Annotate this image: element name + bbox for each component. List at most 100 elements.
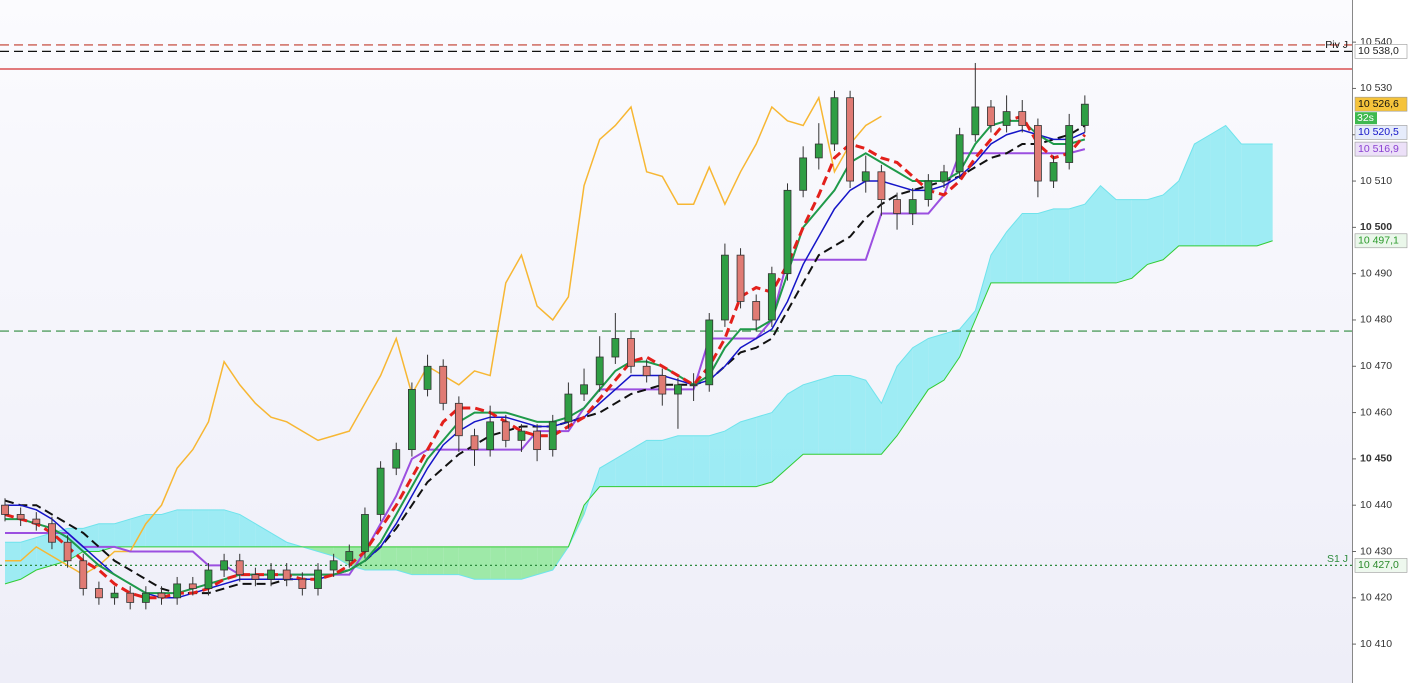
- cloud-fill: [1163, 181, 1179, 260]
- cloud-fill: [98, 523, 115, 552]
- candle-body: [893, 199, 901, 214]
- candle-body: [955, 134, 964, 173]
- indicator-line: [5, 119, 1086, 595]
- price-label: 10 516,9: [1358, 143, 1399, 155]
- candle-body: [486, 421, 495, 451]
- indicator-line: [5, 129, 1086, 599]
- cloud-fill: [771, 394, 788, 483]
- candle-body: [454, 402, 463, 437]
- cloud-fill: [959, 310, 976, 358]
- candle-body: [16, 514, 25, 520]
- candle-body: [110, 592, 119, 599]
- candle-body: [361, 514, 369, 552]
- candle-body: [157, 592, 166, 599]
- price-label-box: [1354, 233, 1408, 249]
- candle-body: [658, 375, 667, 395]
- y-tick-label: 10 490: [1360, 267, 1392, 279]
- candle-body: [564, 393, 573, 423]
- candle-body: [501, 421, 510, 441]
- cloud-fill: [975, 255, 991, 320]
- candle-body: [924, 180, 933, 200]
- candle-body: [298, 578, 307, 589]
- candle-body: [204, 569, 213, 589]
- price-label-box: [1354, 141, 1408, 157]
- indicator-line: [5, 148, 1086, 576]
- cloud-fill: [490, 546, 506, 580]
- price-label: 10 520,5: [1358, 126, 1399, 138]
- candle-body: [595, 356, 604, 386]
- cloud-fill: [787, 384, 804, 469]
- cloud-fill: [145, 514, 162, 547]
- candle-body: [1065, 125, 1074, 163]
- cloud-fill: [1037, 208, 1054, 283]
- candle-body: [251, 574, 260, 580]
- cloud-fill: [427, 546, 444, 575]
- candle-body: [627, 338, 635, 367]
- cloud-fill: [631, 440, 647, 487]
- candle-body: [908, 199, 917, 214]
- cloud-fill: [192, 509, 209, 547]
- candle-body: [392, 449, 401, 469]
- candle-body: [1002, 111, 1011, 126]
- candle-body: [314, 569, 322, 589]
- candle-body: [721, 254, 729, 321]
- candle-body: [282, 569, 291, 580]
- cloud-fill: [677, 435, 694, 487]
- candle-body: [846, 97, 854, 182]
- candle-body: [580, 384, 588, 395]
- candle-body: [1, 504, 9, 515]
- candle-body: [329, 560, 338, 571]
- candle-body: [376, 467, 385, 515]
- y-tick-label: 10 420: [1360, 592, 1392, 604]
- y-tick-label: 10 500: [1360, 221, 1392, 233]
- candle-body: [173, 583, 182, 599]
- cloud-fill: [474, 546, 491, 580]
- candle-body: [767, 273, 776, 321]
- cloud-fill: [881, 366, 898, 455]
- cloud-fill: [1100, 185, 1117, 283]
- cloud-fill: [850, 375, 866, 455]
- candle-body: [1018, 111, 1027, 126]
- candle-body: [95, 588, 103, 599]
- price-label: 10 427,0: [1358, 559, 1399, 571]
- indicator-line: [4, 114, 1086, 600]
- cloud-fill: [599, 458, 616, 487]
- cloud-fill: [114, 519, 131, 547]
- cloud-fill: [411, 546, 428, 575]
- cloud-fill: [364, 546, 381, 571]
- cloud-fill: [990, 231, 1007, 283]
- cloud-fill: [1006, 213, 1023, 283]
- price-label-box: [1354, 125, 1408, 140]
- candle-body: [220, 560, 229, 571]
- price-label-box: [1354, 44, 1408, 59]
- candle-body: [705, 319, 714, 386]
- candle-body: [517, 430, 526, 441]
- cloud-fill: [20, 537, 37, 580]
- cloud-fill: [224, 509, 240, 547]
- y-tick-label: 10 530: [1360, 82, 1392, 94]
- cloud-fill: [161, 509, 178, 547]
- cloud-fill: [818, 375, 835, 455]
- cloud-fill: [928, 333, 944, 390]
- candle-body: [689, 384, 698, 387]
- cloud-fill: [662, 435, 678, 487]
- candle-body: [814, 143, 823, 159]
- y-tick-label: 10 480: [1360, 314, 1392, 326]
- level-label: Piv J: [1325, 39, 1348, 51]
- candle-body: [63, 541, 72, 562]
- cloud-fill: [912, 338, 929, 413]
- cloud-span-a: [5, 124, 1273, 580]
- cloud-fill: [255, 523, 272, 547]
- candle-body: [32, 518, 41, 525]
- cloud-fill: [693, 435, 710, 487]
- plot-background: [0, 0, 1352, 683]
- price-label: 10 538,0: [1358, 45, 1399, 57]
- cloud-fill: [130, 514, 146, 547]
- cloud-fill: [177, 509, 193, 547]
- cloud-fill: [646, 440, 663, 487]
- candle-body: [188, 583, 197, 589]
- price-label: 10 497,1: [1358, 235, 1399, 247]
- indicator-line: [4, 124, 1086, 595]
- cloud-fill: [1194, 134, 1211, 246]
